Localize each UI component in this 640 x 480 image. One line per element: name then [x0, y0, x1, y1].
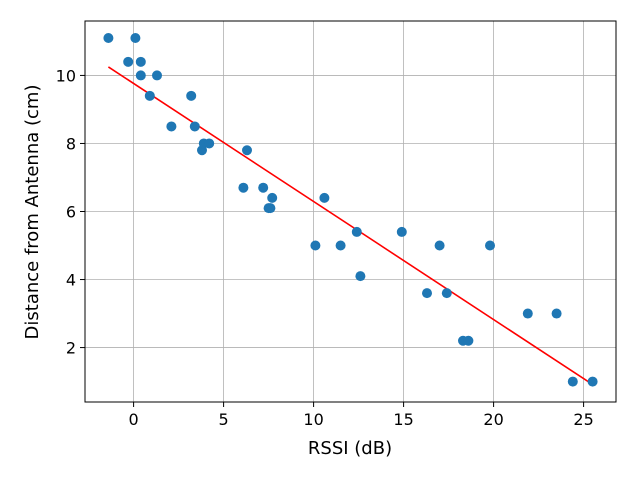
data-point — [152, 70, 162, 81]
fit-line-layer — [107, 66, 592, 384]
x-tick-label: 10 — [303, 410, 323, 429]
data-point — [567, 376, 578, 387]
data-point — [186, 90, 197, 101]
data-point — [396, 226, 407, 237]
data-point — [135, 56, 146, 67]
data-point — [265, 203, 276, 214]
y-tick-label: 6 — [66, 203, 76, 222]
data-point — [238, 182, 249, 193]
y-tick-label: 10 — [56, 66, 76, 85]
grid-lines — [85, 21, 616, 402]
data-point — [258, 182, 269, 193]
data-point — [441, 288, 452, 299]
x-tick-label: 15 — [393, 410, 413, 429]
data-point — [335, 240, 346, 251]
data-point — [434, 240, 445, 251]
data-point — [267, 192, 278, 203]
x-tick-label: 0 — [129, 410, 139, 429]
x-axis-label: RSSI (dB) — [308, 438, 392, 459]
x-tick-label: 25 — [573, 410, 593, 429]
y-axis-label: Distance from Antenna (cm) — [22, 85, 43, 340]
data-point — [144, 90, 155, 101]
data-point — [130, 33, 141, 44]
data-point — [551, 308, 562, 319]
data-point — [587, 376, 598, 387]
data-point — [463, 335, 474, 346]
data-point — [351, 226, 362, 237]
data-point — [319, 192, 330, 203]
data-point — [135, 70, 146, 81]
data-point — [103, 33, 114, 44]
y-tick-label: 4 — [66, 271, 76, 290]
data-points — [103, 33, 598, 387]
x-tick-label: 20 — [483, 410, 503, 429]
data-point — [166, 121, 177, 132]
fit-line — [107, 66, 592, 384]
data-point — [422, 288, 432, 299]
data-point — [355, 271, 366, 282]
data-point — [123, 56, 134, 67]
data-point — [242, 145, 252, 156]
data-point — [485, 240, 495, 251]
axis-ticks: 0 5 10 15 20 25 2 4 6 8 10 — [56, 66, 594, 429]
data-point — [310, 240, 321, 251]
data-point — [204, 138, 215, 149]
data-point — [189, 121, 200, 132]
y-tick-label: 2 — [66, 339, 76, 358]
data-point — [522, 308, 533, 319]
x-tick-label: 5 — [219, 410, 229, 429]
y-tick-label: 8 — [66, 134, 76, 153]
